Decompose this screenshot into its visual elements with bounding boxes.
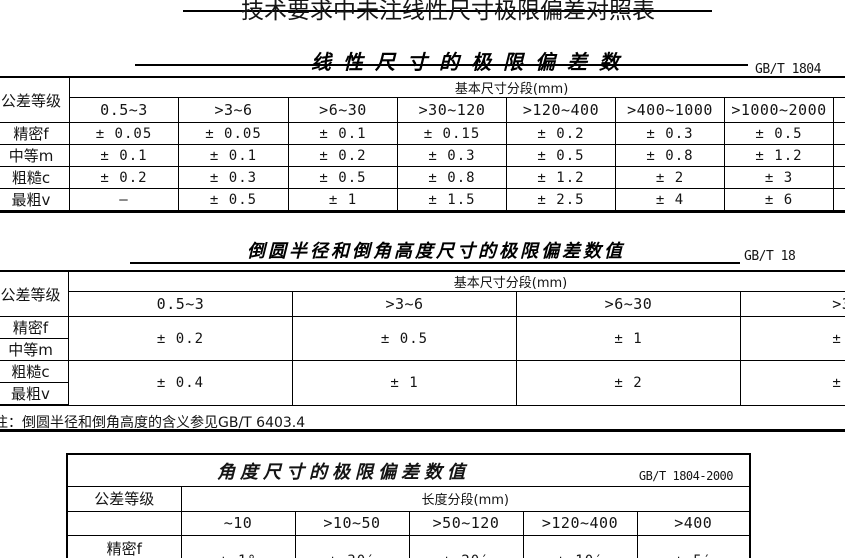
value-cell: ± 0.3 — [615, 122, 725, 145]
value-cell: ± 0.8 — [615, 144, 725, 167]
value-cell: ± 0.3 — [397, 144, 507, 167]
value-cell: ± 1.5 — [397, 188, 507, 213]
table2-title: 倒圆半径和倒角高度尺寸的极限偏差数值 — [247, 241, 625, 261]
value-cell: ± 1 — [288, 188, 398, 213]
value-cell: ± 0.2 — [68, 316, 293, 361]
value-cell: ± 1° — [180, 534, 296, 558]
row-label: 最粗v — [0, 382, 69, 406]
column-header: >1000~2000 — [724, 97, 834, 123]
value-cell: ± 30′ — [294, 534, 410, 558]
row-label: 精密f — [68, 534, 182, 558]
value-cell: ± 0.8 — [397, 166, 507, 189]
column-header: >400 — [636, 510, 750, 536]
value-cell-cut — [832, 122, 845, 145]
column-header-cut: >30 — [739, 291, 845, 317]
column-header-cut: > — [832, 97, 845, 123]
value-cell: ± 6 — [724, 188, 834, 213]
value-cell: ± 5′ — [636, 534, 750, 558]
table1-title-underline — [135, 64, 748, 66]
empty-cell — [68, 510, 182, 536]
radius-chamfer-tolerance-table: 公差等级 基本尺寸分段(mm) 0.5~3 >3~6 >6~30 >30 精密f… — [0, 270, 845, 406]
column-header: >50~120 — [408, 510, 524, 536]
table1-title: 线性尺寸的极限偏差数 — [311, 52, 631, 74]
value-cell: ± 0.1 — [288, 122, 398, 145]
value-cell: ± 0.5 — [724, 122, 834, 145]
span-header: 基本尺寸分段(mm) — [67, 270, 845, 292]
value-cell: ± 0.5 — [506, 144, 616, 167]
section-divider-line — [0, 429, 845, 432]
row-label: 精密f — [0, 316, 69, 339]
column-header: 0.5~3 — [68, 291, 293, 317]
row-label: 粗糙c — [0, 166, 70, 189]
value-cell: ± 4 — [615, 188, 725, 213]
table2-standard-ref: GB/T 18 — [744, 249, 796, 264]
table2-note: 注：倒圆半径和倒角高度的含义参见GB/T 6403.4 — [0, 415, 306, 431]
value-cell: ± 1.2 — [724, 144, 834, 167]
value-cell-cut: ± 2 — [739, 316, 845, 361]
value-cell: ± 2.5 — [506, 188, 616, 213]
value-cell-cut — [832, 166, 845, 189]
value-cell: ± 1.2 — [506, 166, 616, 189]
table2-title-underline — [130, 262, 740, 264]
value-cell: ± 2 — [615, 166, 725, 189]
corner-header: 公差等级 — [0, 76, 70, 123]
value-cell: ± 0.2 — [506, 122, 616, 145]
value-cell: ± 0.4 — [68, 360, 293, 406]
column-header: >30~120 — [397, 97, 507, 123]
value-cell-cut — [832, 188, 845, 213]
corner-header: 公差等级 — [68, 487, 182, 512]
frame-line — [183, 10, 712, 12]
column-header: >400~1000 — [615, 97, 725, 123]
value-cell: ± 1 — [516, 316, 741, 361]
value-cell: ± 0.05 — [69, 122, 179, 145]
value-cell: ± 3 — [724, 166, 834, 189]
value-cell: ± 0.1 — [178, 144, 289, 167]
column-header: >6~30 — [516, 291, 741, 317]
value-cell: ± 2 — [516, 360, 741, 406]
row-label: 精密f — [0, 122, 70, 145]
value-cell: ± 1 — [292, 360, 517, 406]
value-cell: ± 0.3 — [178, 166, 289, 189]
value-cell: ± 20′ — [408, 534, 524, 558]
column-header: >120~400 — [522, 510, 638, 536]
table3-titlebar: 角度尺寸的极限偏差数值 GB/T 1804-2000 — [68, 455, 749, 487]
column-header: >3~6 — [292, 291, 517, 317]
table1-standard-ref: GB/T 1804 — [755, 62, 821, 77]
value-cell: ± 0.5 — [178, 188, 289, 213]
page-title: 技术要求中未注线性尺寸极限偏差对照表 — [241, 0, 655, 23]
row-label: 粗糙c — [0, 360, 69, 383]
value-cell-cut: ± 4 — [739, 360, 845, 406]
column-header: 0.5~3 — [69, 97, 179, 123]
value-cell: ± 0.05 — [178, 122, 289, 145]
column-header: >6~30 — [288, 97, 398, 123]
value-cell: ± 0.2 — [288, 144, 398, 167]
span-header: 长度分段(mm) — [180, 487, 750, 512]
corner-header: 公差等级 — [0, 270, 69, 317]
row-label: 中等m — [0, 144, 70, 167]
angular-tolerance-table: 角度尺寸的极限偏差数值 GB/T 1804-2000 公差等级 长度分段(mm)… — [66, 453, 751, 558]
table3-title: 角度尺寸的极限偏差数值 — [217, 462, 470, 482]
column-header: >3~6 — [178, 97, 289, 123]
value-cell: — — [69, 188, 179, 213]
table3-standard-ref: GB/T 1804-2000 — [638, 469, 734, 483]
value-cell: ± 0.2 — [69, 166, 179, 189]
value-cell: ± 10′ — [522, 534, 638, 558]
value-cell-cut — [832, 144, 845, 167]
value-cell: ± 0.5 — [292, 316, 517, 361]
linear-tolerance-table: 公差等级 基本尺寸分段(mm) 0.5~3 >3~6 >6~30 >30~120… — [0, 76, 845, 213]
value-cell: ± 0.15 — [397, 122, 507, 145]
value-cell: ± 0.5 — [288, 166, 398, 189]
column-header: >10~50 — [294, 510, 410, 536]
span-header: 基本尺寸分段(mm) — [68, 76, 845, 98]
row-label: 最粗v — [0, 188, 70, 213]
row-label: 中等m — [0, 338, 69, 361]
value-cell: ± 0.1 — [69, 144, 179, 167]
column-header: >120~400 — [506, 97, 616, 123]
column-header: ~10 — [180, 510, 296, 536]
